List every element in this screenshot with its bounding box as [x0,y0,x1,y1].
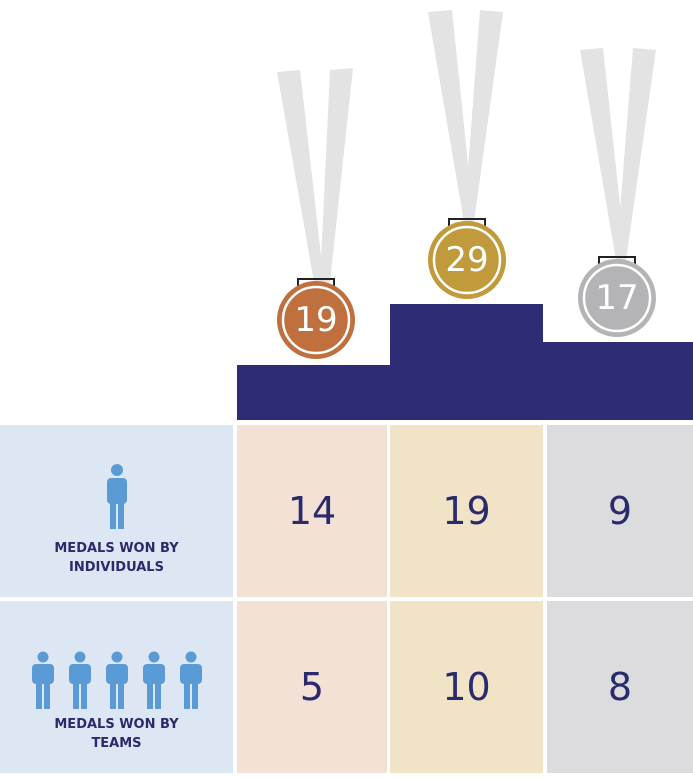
value: 14 [288,489,336,533]
row-label-cell: MEDALS WON BY TEAMS [0,601,233,773]
medal-label: 17 [595,278,638,318]
value-cell: 14 [237,425,387,597]
value-cell: 10 [390,601,543,773]
row-label: MEDALS WON BY INDIVIDUALS [42,539,192,577]
person-icon [102,463,132,529]
value-cell: 9 [547,425,693,597]
podium-step [237,365,390,420]
row-label-cell: MEDALS WON BY INDIVIDUALS [0,425,233,597]
team-icon [29,651,205,709]
value: 8 [608,665,632,709]
podium: 19 29 17 [0,0,693,425]
value: 9 [608,489,632,533]
value: 19 [442,489,490,533]
value: 10 [442,665,490,709]
value-cell: 8 [547,601,693,773]
value-cell: 19 [390,425,543,597]
gold-medal: 29 [428,221,506,299]
silver-medal: 17 [578,259,656,337]
podium-step [543,342,693,420]
value-cell: 5 [237,601,387,773]
infographic: 19 29 17 MEDALS WON BY INDIVIDUALS 14 19… [0,0,693,779]
bronze-medal: 19 [277,281,355,359]
value: 5 [300,665,324,709]
podium-step [390,304,543,420]
row-label: MEDALS WON BY TEAMS [42,715,192,753]
medal-label: 19 [294,300,337,340]
medal-label: 29 [445,240,488,280]
